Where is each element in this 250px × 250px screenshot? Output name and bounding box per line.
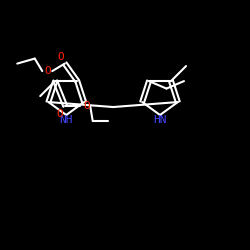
Text: O: O — [83, 101, 90, 111]
Text: HN: HN — [153, 115, 167, 125]
Text: O: O — [44, 66, 51, 76]
Text: NH: NH — [60, 115, 73, 125]
Text: O: O — [57, 52, 64, 62]
Text: O: O — [57, 108, 64, 118]
